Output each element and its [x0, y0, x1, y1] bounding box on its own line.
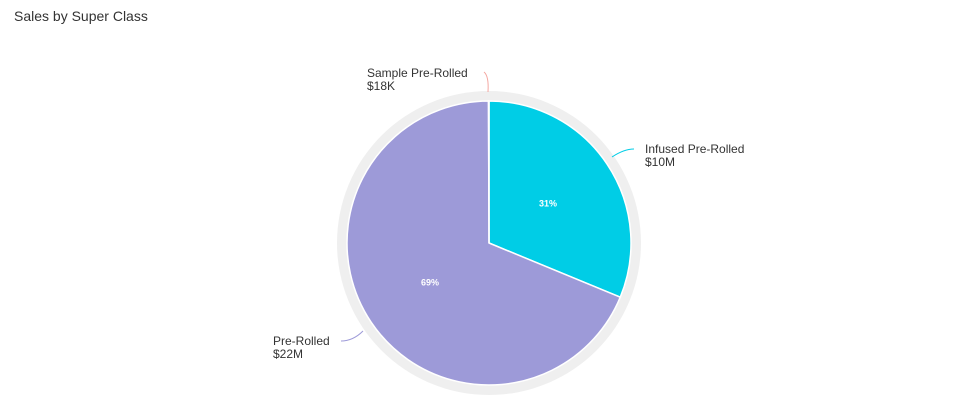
pie-slice-percent-label: 31%: [539, 199, 557, 209]
callout-category-label: Pre-Rolled: [273, 334, 330, 348]
callout-leader-line: [340, 330, 364, 342]
pie-slice-sample-pre-rolled[interactable]: [487, 100, 490, 244]
callout-category-label: Infused Pre-Rolled: [645, 142, 744, 156]
callout-value-label: $22M: [273, 347, 303, 361]
callout-category-label: Sample Pre-Rolled: [367, 66, 468, 80]
callout-leader-line: [611, 148, 635, 158]
pie-slice-pre-rolled[interactable]: [346, 100, 622, 386]
pie-slice-percent-label: 69%: [421, 278, 439, 288]
callout-value-label: $18K: [367, 79, 395, 93]
chart-title: Sales by Super Class: [14, 8, 148, 24]
pie-slice-infused-pre-rolled[interactable]: [488, 100, 632, 299]
callout-value-label: $10M: [645, 155, 675, 169]
callout-leader-line: [483, 71, 489, 93]
